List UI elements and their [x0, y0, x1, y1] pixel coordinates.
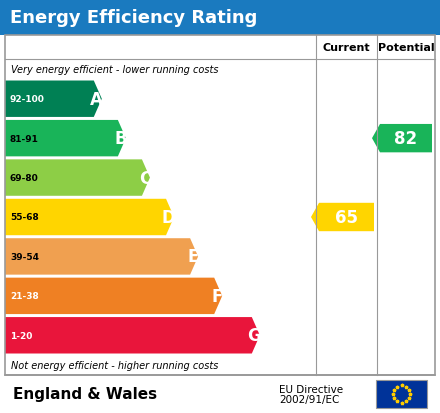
Text: 1-20: 1-20	[10, 331, 33, 340]
Polygon shape	[5, 160, 150, 196]
Text: 55-68: 55-68	[10, 213, 39, 222]
Polygon shape	[5, 278, 222, 314]
Bar	[0, 0, 440, 36]
Text: 69-80: 69-80	[10, 173, 39, 183]
Polygon shape	[372, 125, 432, 153]
Text: C: C	[139, 169, 151, 187]
Polygon shape	[5, 121, 126, 157]
Text: Potential: Potential	[378, 43, 434, 53]
Text: England & Wales: England & Wales	[13, 387, 157, 401]
Text: Not energy efficient - higher running costs: Not energy efficient - higher running co…	[11, 360, 218, 370]
Bar	[376, 380, 427, 408]
Text: 92-100: 92-100	[10, 95, 45, 104]
Text: E: E	[188, 248, 199, 266]
Polygon shape	[5, 81, 102, 118]
Text: B: B	[114, 130, 127, 148]
Text: 39-54: 39-54	[10, 252, 39, 261]
Text: Current: Current	[323, 43, 370, 53]
Text: EU Directive: EU Directive	[279, 384, 344, 394]
Text: 82: 82	[394, 130, 418, 148]
Text: Very energy efficient - lower running costs: Very energy efficient - lower running co…	[11, 65, 219, 75]
Polygon shape	[5, 199, 174, 236]
Polygon shape	[5, 317, 260, 354]
Polygon shape	[311, 203, 374, 232]
Text: A: A	[90, 90, 103, 109]
Bar	[5, 36, 435, 375]
Text: 65: 65	[335, 209, 358, 226]
Text: 2002/91/EC: 2002/91/EC	[279, 394, 340, 404]
Text: F: F	[212, 287, 223, 305]
Text: G: G	[247, 327, 261, 344]
Text: D: D	[161, 209, 175, 226]
Text: 21-38: 21-38	[10, 292, 39, 301]
Text: 81-91: 81-91	[10, 134, 39, 143]
Text: Energy Efficiency Rating: Energy Efficiency Rating	[10, 9, 257, 27]
Polygon shape	[5, 239, 198, 275]
